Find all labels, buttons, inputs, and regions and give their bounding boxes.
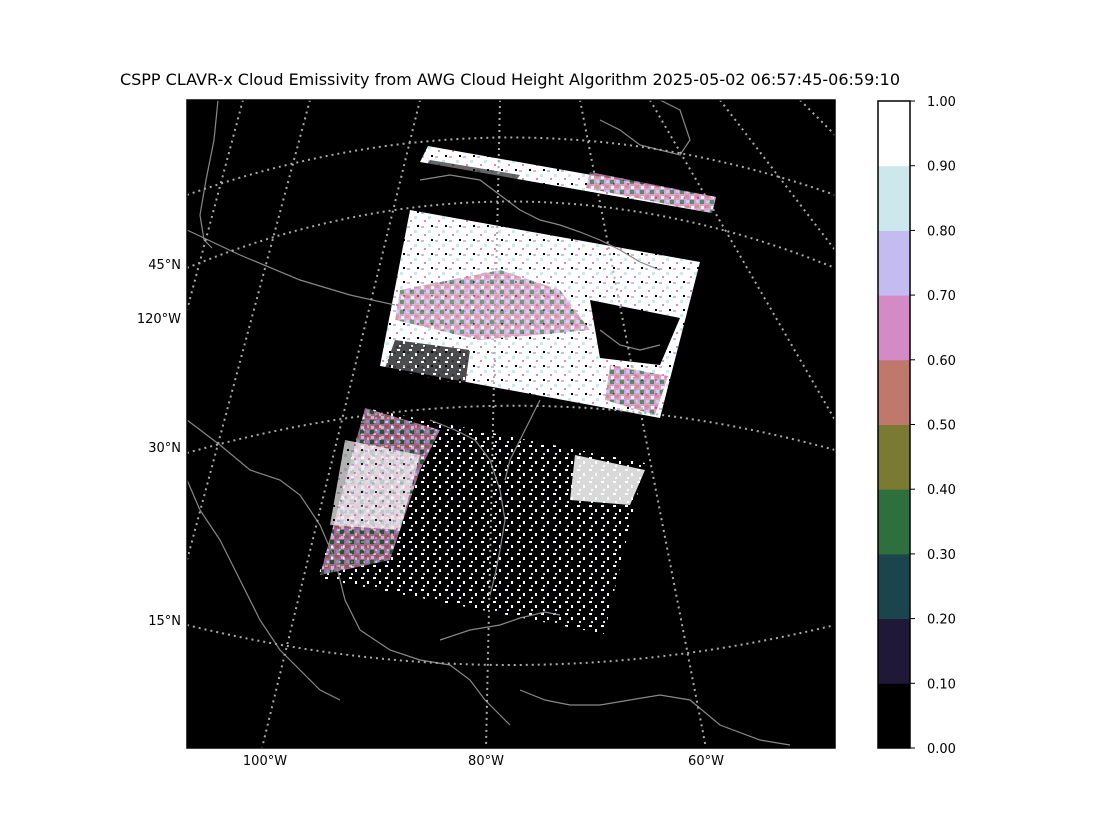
- lat-label-15: 15°N: [148, 614, 181, 629]
- graticule: [187, 100, 835, 748]
- colorbar-segment: [878, 489, 910, 555]
- map-title: CSPP CLAVR-x Cloud Emissivity from AWG C…: [119, 70, 901, 89]
- colorbar-segment: [878, 424, 910, 490]
- lon-label-120w: 120°W: [137, 312, 181, 327]
- colorbar-segment: [878, 618, 910, 684]
- lon-label-100w: 100°W: [243, 754, 287, 769]
- colorbar-segment: [878, 295, 910, 361]
- colorbar-tick-label: 0.30: [927, 548, 956, 563]
- colorbar-tick-label: 0.80: [927, 224, 956, 239]
- colorbar-segment: [878, 101, 910, 167]
- colorbar-tick-label: 0.60: [927, 354, 956, 369]
- lon-label-80w: 80°W: [468, 754, 504, 769]
- lat-label-30: 30°N: [148, 441, 181, 456]
- swath-north: [420, 146, 716, 213]
- colorbar-tick-label: 0.10: [927, 677, 956, 692]
- colorbar-tick-label: 0.50: [927, 419, 956, 434]
- lat-label-45: 45°N: [148, 258, 181, 273]
- colorbar-tick-label: 1.00: [927, 95, 956, 110]
- colorbar-segment: [878, 165, 910, 231]
- colorbar-tick-label: 0.40: [927, 483, 956, 498]
- swath-south: [318, 408, 645, 634]
- colorbar-segment: [878, 230, 910, 296]
- colorbar-tick-label: 0.20: [927, 613, 956, 628]
- swath-middle: [380, 210, 700, 418]
- colorbar-tick-label: 0.00: [927, 742, 956, 757]
- colorbar-tick-label: 0.90: [927, 160, 956, 175]
- coastlines: [187, 100, 791, 746]
- colorbar-segment: [878, 683, 910, 749]
- colorbar-segment: [878, 553, 910, 620]
- map-background: [187, 100, 835, 748]
- colorbar: 0.00 0.10 0.20 0.30 0.40 0.50 0.60 0.70 0.80 0.90…: [877, 95, 956, 757]
- lon-label-60w: 60°W: [688, 754, 724, 769]
- colorbar-tick-label: 0.70: [927, 289, 956, 304]
- colorbar-segment: [878, 359, 910, 425]
